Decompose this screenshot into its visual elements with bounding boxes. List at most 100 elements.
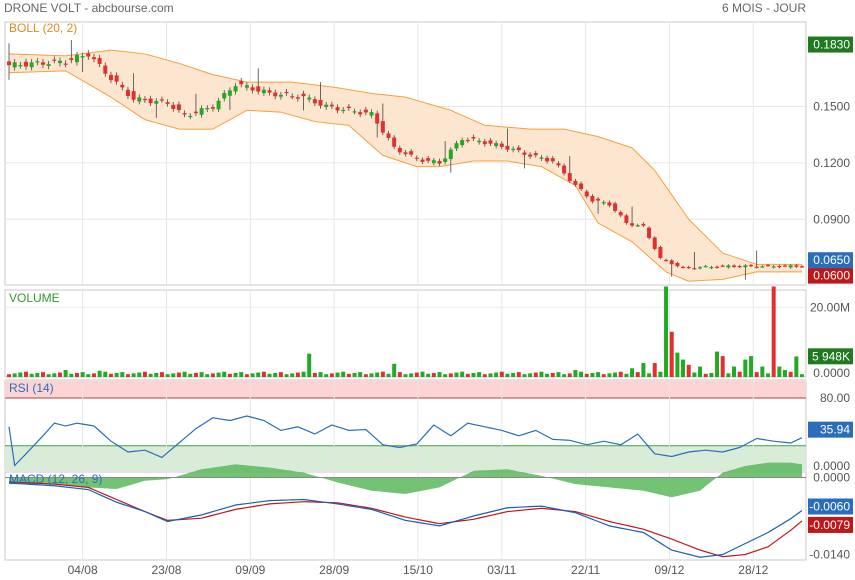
candle-body [392, 137, 397, 147]
volume-bar [40, 372, 45, 377]
volume-bar [528, 373, 533, 377]
candle-body [91, 57, 96, 60]
candle-body [52, 59, 57, 61]
volume-bar [176, 372, 181, 377]
price-tick-label: 0.1200 [813, 156, 850, 170]
volume-bar [414, 372, 419, 377]
volume-bar [737, 371, 742, 377]
volume-bar [114, 372, 119, 377]
volume-bar [91, 373, 96, 377]
volume-bar [352, 372, 357, 377]
volume-bar [120, 372, 125, 377]
volume-last-tag-bg [808, 348, 853, 365]
candle-body [584, 191, 589, 197]
volume-bar [675, 352, 680, 377]
candle-body [233, 86, 238, 92]
candle-body [562, 165, 567, 174]
candle-body [630, 223, 635, 226]
candlesticks [7, 39, 804, 280]
volume-bar [658, 371, 663, 377]
candle-body [499, 143, 504, 147]
volume-bar [426, 373, 431, 377]
candle-body [613, 203, 618, 211]
volume-bar [743, 359, 748, 377]
volume-bar [335, 372, 340, 377]
volume-bar [188, 373, 193, 377]
volume-bar [703, 373, 708, 377]
volume-bar [681, 359, 686, 377]
candle-body [794, 265, 799, 267]
candle-body [681, 266, 686, 269]
volume-bar [295, 372, 300, 377]
volume-bar [392, 363, 397, 377]
candle-body [176, 104, 181, 111]
candle-body [29, 62, 34, 68]
volume-bar [312, 372, 317, 377]
candle-body [74, 55, 79, 63]
volume-bar [369, 373, 374, 377]
candle-body [363, 109, 368, 113]
value-tags: 0.0600 0.1830 0.0650 5 948K 35.94 -0.0079 -0.0… [808, 36, 853, 533]
volume-bar [35, 372, 40, 377]
volume-bar [210, 373, 215, 377]
volume-bar [726, 373, 731, 377]
candle-body [7, 61, 11, 66]
volume-bar [800, 374, 804, 377]
volume-bar [256, 372, 261, 377]
volume-bar [709, 372, 714, 377]
volume-bar [788, 371, 793, 377]
candle-body [244, 85, 249, 88]
candle-body [522, 152, 527, 155]
candle-body [658, 246, 663, 259]
volume-bar [516, 372, 521, 377]
candle-body [448, 149, 453, 160]
candle-body [205, 107, 210, 110]
macd-tick-label: -0.0140 [809, 548, 850, 562]
candle-body [261, 89, 266, 94]
volume-bar [607, 373, 612, 377]
volume-bar [307, 353, 312, 377]
volume-bar [193, 372, 198, 377]
panel-backgrounds [4, 21, 807, 561]
volume-bar [142, 371, 147, 377]
candle-body [443, 158, 448, 162]
candle-body [477, 140, 482, 143]
candle-body [80, 56, 85, 58]
candle-body [420, 159, 425, 162]
candle-body [318, 99, 323, 106]
candle-body [647, 227, 652, 238]
volume-bar [624, 373, 629, 377]
volume-bar [63, 370, 68, 377]
macd-last-tag-bg [808, 498, 853, 515]
volume-bar [454, 372, 459, 377]
candle-body [131, 91, 136, 100]
candle-body [686, 267, 691, 269]
candle-body [278, 94, 283, 97]
volume-bar [244, 374, 249, 377]
volume-bar [686, 364, 691, 377]
candle-body [227, 90, 232, 96]
volume-bar [448, 373, 453, 377]
volume-bar [273, 372, 278, 377]
volume-bar [533, 372, 538, 377]
candle-body [380, 121, 385, 133]
volume-bar [12, 373, 17, 377]
candle-body [86, 53, 91, 57]
volume-bar [18, 372, 23, 377]
volume-bar [522, 374, 527, 377]
candle-body [788, 265, 793, 268]
candle-body [766, 265, 771, 267]
candle-body [165, 102, 170, 104]
volume-bar [318, 372, 323, 377]
rsi-tick-label: 80.00 [820, 391, 850, 405]
candle-body [482, 141, 487, 145]
volume-bar [69, 373, 74, 377]
volume-bar [579, 371, 584, 377]
volume-bar [465, 373, 470, 377]
candle-body [743, 265, 748, 268]
candle-body [103, 65, 108, 74]
candle-body [556, 163, 561, 166]
volume-bar [290, 373, 295, 377]
volume-bar [7, 374, 11, 377]
